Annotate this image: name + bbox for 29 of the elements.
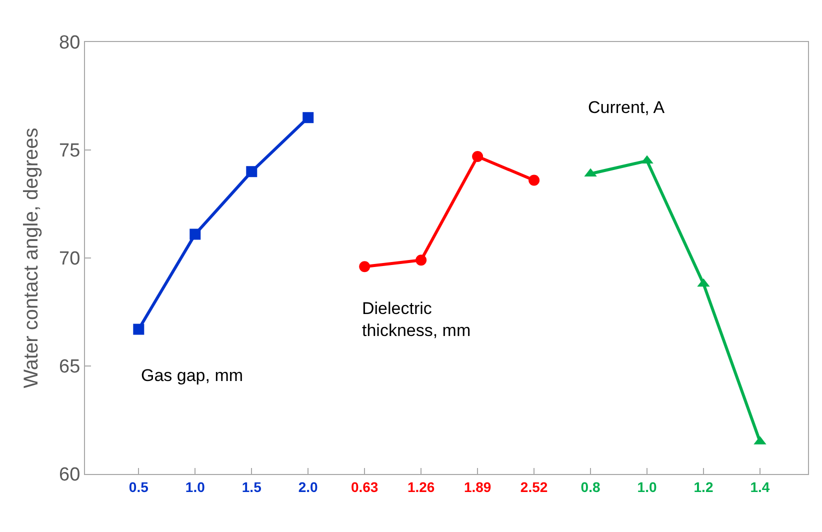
- x-tick-label: 0.63: [350, 478, 378, 495]
- point: [359, 261, 370, 272]
- point: [133, 324, 144, 335]
- x-tick-label: 1.0: [637, 478, 657, 495]
- x-tick-label: 0.5: [128, 478, 149, 495]
- y-tick-label: 65: [59, 356, 80, 378]
- x-tick-label: 1.2: [694, 478, 714, 495]
- series-label: Gas gap, mm: [141, 366, 244, 385]
- x-tick-label: 1.0: [185, 478, 206, 495]
- y-tick-label: 75: [59, 140, 80, 162]
- y-tick-label: 80: [59, 32, 80, 54]
- y-tick-label: 60: [59, 464, 80, 486]
- point: [246, 166, 258, 178]
- x-tick-label: 1.26: [407, 478, 435, 495]
- text: Current, A: [588, 98, 666, 117]
- y-tick-label: 70: [59, 248, 80, 270]
- x-tick-label: 1.89: [464, 478, 492, 495]
- x-tick-label: 1.5: [242, 478, 262, 495]
- x-tick-label: 2.52: [520, 478, 548, 495]
- series-label: Dielectric thickness, mm: [362, 299, 471, 340]
- point: [528, 174, 540, 186]
- x-tick-label: 1.4: [750, 478, 770, 495]
- point: [190, 228, 201, 240]
- point: [472, 150, 484, 162]
- x-tick-label: 0.8: [580, 478, 600, 495]
- point: [416, 254, 427, 266]
- y-axis-title: Water contact angle, degrees: [20, 128, 43, 388]
- point: [302, 112, 314, 124]
- x-tick-label: 2.0: [298, 478, 318, 495]
